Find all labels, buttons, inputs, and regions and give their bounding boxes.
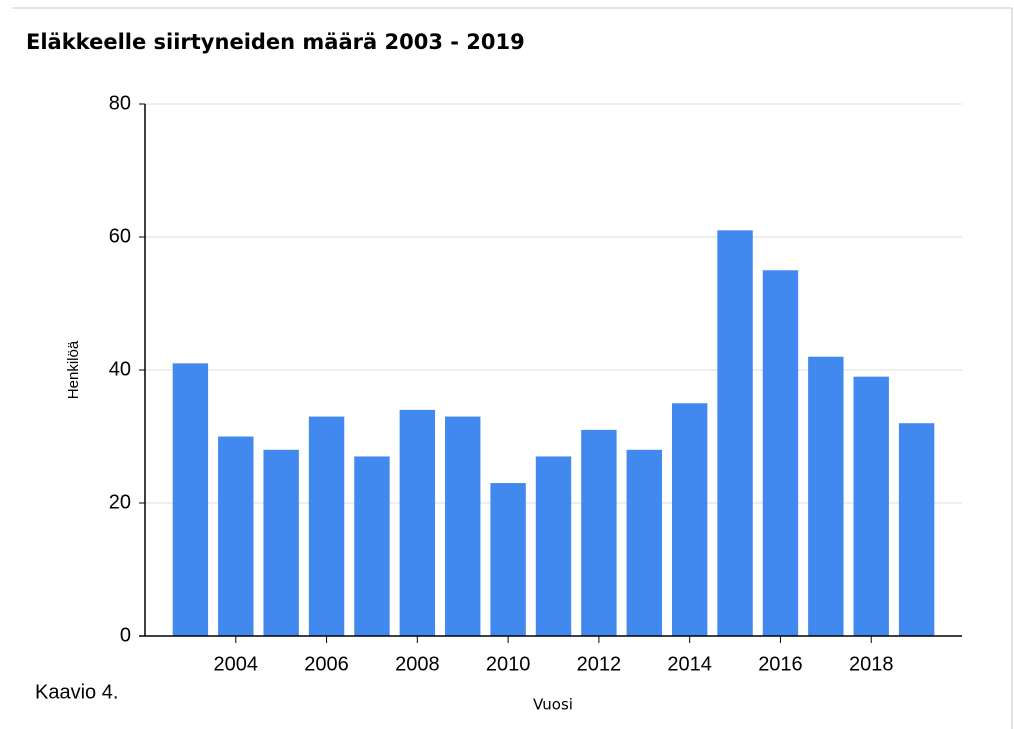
x-tick-label: 2014 bbox=[667, 653, 712, 675]
bar bbox=[490, 483, 526, 636]
bar bbox=[671, 403, 708, 636]
bar bbox=[308, 416, 345, 636]
x-tick-label: 2018 bbox=[849, 653, 894, 675]
bar bbox=[354, 456, 390, 636]
y-tick-label: 60 bbox=[109, 225, 131, 247]
bar bbox=[762, 270, 799, 636]
y-axis-label: Henkilöä bbox=[65, 340, 82, 399]
bar bbox=[717, 230, 753, 636]
x-tick-label: 2010 bbox=[486, 653, 531, 675]
x-tick-label: 2004 bbox=[214, 653, 259, 675]
bar bbox=[898, 423, 935, 636]
bar bbox=[263, 449, 299, 636]
bar bbox=[445, 416, 481, 636]
y-tick-label: 20 bbox=[109, 491, 131, 513]
x-tick-label: 2012 bbox=[577, 653, 622, 675]
y-tick-label: 40 bbox=[109, 358, 131, 380]
x-tick-label: 2006 bbox=[304, 653, 349, 675]
y-tick-label: 0 bbox=[120, 624, 131, 646]
caption: Kaavio 4. bbox=[35, 681, 118, 703]
bar bbox=[626, 449, 662, 636]
chart-title: Eläkkeelle siirtyneiden määrä 2003 - 201… bbox=[26, 30, 525, 54]
bar bbox=[581, 429, 617, 636]
x-axis-label: Vuosi bbox=[533, 696, 573, 714]
bar bbox=[218, 436, 254, 636]
bar bbox=[853, 376, 889, 636]
bar bbox=[808, 356, 844, 636]
x-tick-label: 2016 bbox=[758, 653, 803, 675]
y-tick-label: 80 bbox=[109, 92, 131, 114]
x-tick-label: 2008 bbox=[395, 653, 440, 675]
bar bbox=[399, 409, 436, 636]
bar bbox=[535, 456, 572, 636]
bar bbox=[172, 363, 209, 636]
